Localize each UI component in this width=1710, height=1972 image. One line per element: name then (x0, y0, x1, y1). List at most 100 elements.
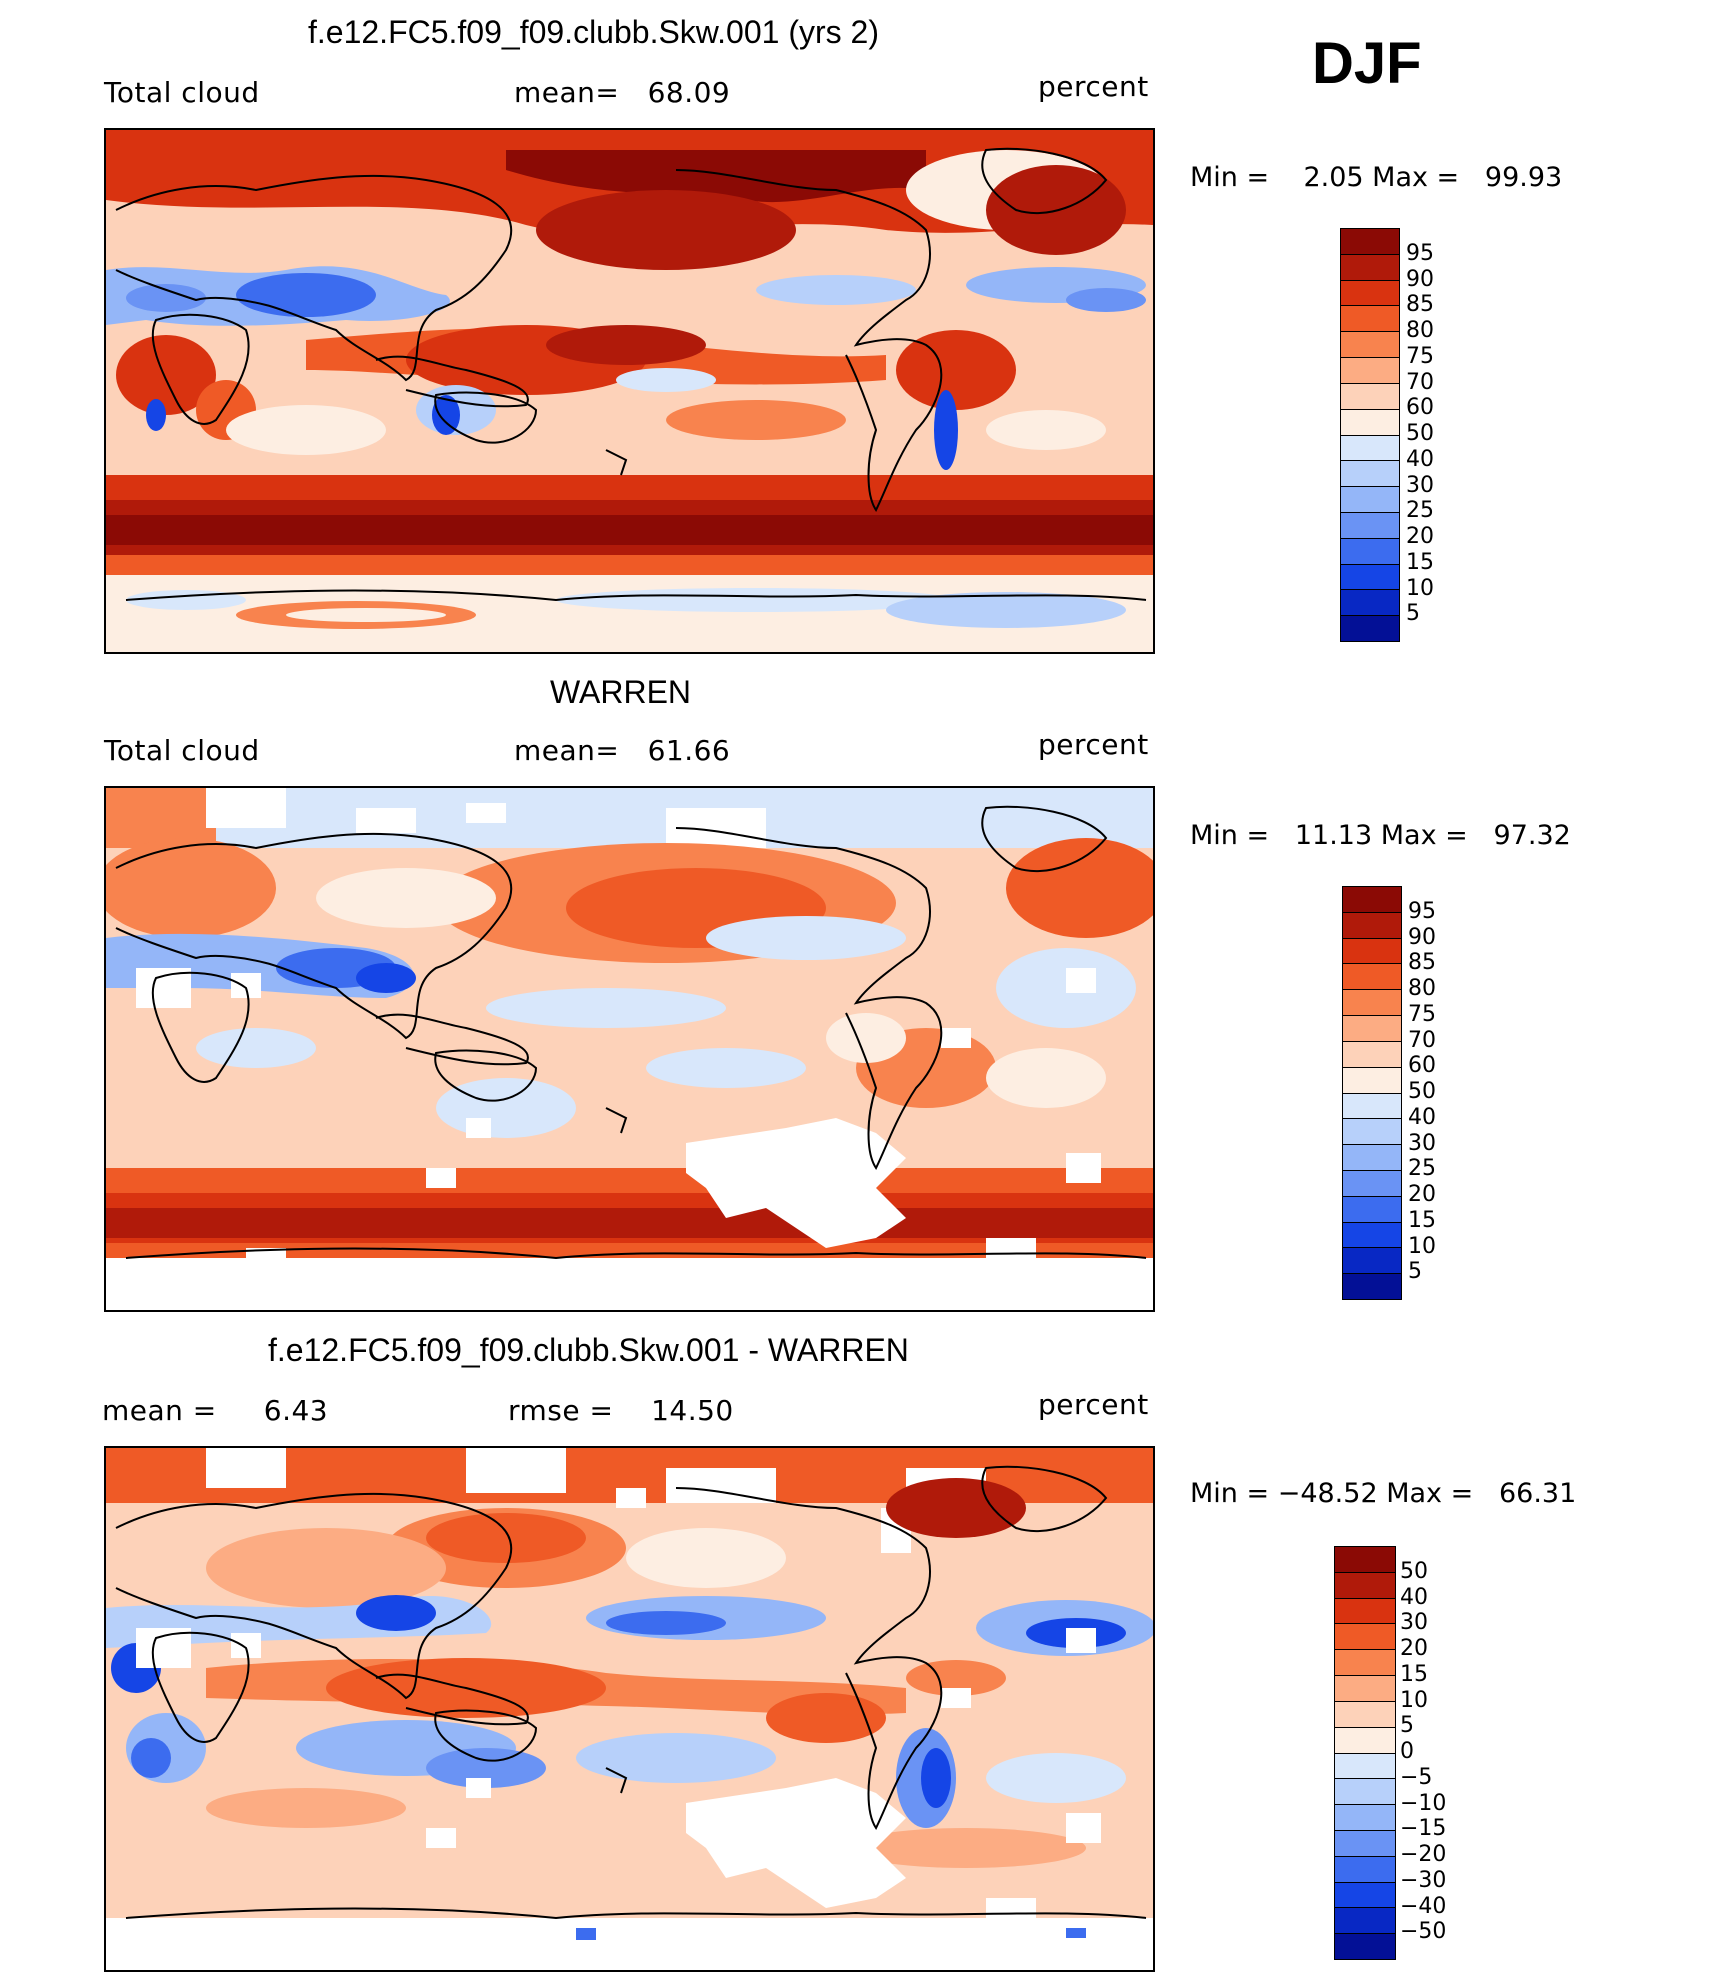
colorbar-tick-label: 25 (1408, 1156, 1436, 1182)
colorbar-swatch (1343, 989, 1401, 1016)
colorbar-tick-label: 80 (1408, 976, 1436, 1001)
colorbar-swatch (1343, 1144, 1401, 1170)
colorbar-tick-label: 30 (1406, 472, 1434, 498)
colorbar-tick-label: 95 (1408, 898, 1436, 924)
panel-1-left-label: Total cloud (104, 76, 260, 109)
colorbar-tick-label: 30 (1408, 1130, 1436, 1156)
colorbar-tick-label: 10 (1408, 1233, 1436, 1259)
colorbar-tick-label: 70 (1406, 369, 1434, 395)
colorbar-swatch (1335, 1933, 1395, 1959)
panel-2-minmax: Min = 11.13 Max = 97.32 (1190, 820, 1571, 851)
colorbar-swatch (1341, 408, 1399, 435)
colorbar-swatch (1341, 589, 1399, 616)
panel-2-colorbar (1342, 886, 1402, 1300)
colorbar-swatch (1341, 229, 1399, 254)
colorbar-swatch (1343, 1118, 1401, 1145)
panel-1-colorbar (1340, 228, 1400, 642)
colorbar-tick-label: 0 (1400, 1739, 1414, 1764)
colorbar-swatch (1335, 1907, 1395, 1934)
colorbar-tick-label: 70 (1408, 1027, 1436, 1053)
panel-2-units-label: percent (1038, 728, 1149, 761)
colorbar-tick-label: 80 (1406, 318, 1434, 343)
colorbar-swatch (1343, 887, 1401, 912)
colorbar-tick-label: 85 (1408, 950, 1436, 976)
panel-2-left-label: Total cloud (104, 734, 260, 767)
colorbar-tick-label: 10 (1400, 1687, 1428, 1713)
colorbar-swatch (1341, 486, 1399, 512)
colorbar-tick-label: 15 (1400, 1661, 1428, 1687)
colorbar-tick-label: 25 (1406, 498, 1434, 524)
colorbar-swatch (1341, 511, 1399, 538)
colorbar-tick-label: 20 (1400, 1636, 1428, 1661)
colorbar-swatch (1335, 1726, 1395, 1753)
colorbar-tick-label: −20 (1400, 1842, 1447, 1867)
colorbar-swatch (1341, 305, 1399, 332)
colorbar-tick-label: −30 (1400, 1867, 1447, 1893)
colorbar-tick-label: 60 (1408, 1053, 1436, 1079)
colorbar-tick-label: 90 (1408, 924, 1436, 950)
colorbar-tick-label: 20 (1406, 524, 1434, 549)
colorbar-swatch (1343, 1195, 1401, 1222)
panel-3-map (104, 1446, 1155, 1972)
colorbar-swatch (1343, 1040, 1401, 1067)
panel-1-center-label: mean= 68.09 (514, 76, 731, 109)
colorbar-tick-label: 40 (1408, 1104, 1436, 1130)
colorbar-swatch (1341, 357, 1399, 383)
colorbar-swatch (1335, 1778, 1395, 1805)
colorbar-tick-label: 15 (1408, 1207, 1436, 1233)
colorbar-swatch (1341, 279, 1399, 306)
panel-3-center-label: rmse = 14.50 (508, 1394, 734, 1427)
colorbar-swatch (1343, 1015, 1401, 1041)
colorbar-swatch (1343, 911, 1401, 938)
panel-2-title: WARREN (550, 674, 692, 710)
colorbar-tick-label: 90 (1406, 266, 1434, 292)
colorbar-swatch (1341, 460, 1399, 487)
colorbar-swatch (1335, 1649, 1395, 1676)
colorbar-tick-label: 50 (1406, 421, 1434, 446)
colorbar-tick-label: 5 (1406, 601, 1420, 627)
colorbar-swatch (1343, 1221, 1401, 1248)
panel-3-left-label: mean = 6.43 (102, 1394, 329, 1427)
colorbar-swatch (1335, 1881, 1395, 1908)
panel-3-minmax: Min = −48.52 Max = 66.31 (1190, 1478, 1577, 1509)
colorbar-swatch (1335, 1547, 1395, 1572)
colorbar-tick-label: −15 (1400, 1816, 1447, 1842)
colorbar-swatch (1335, 1597, 1395, 1624)
colorbar-tick-label: 5 (1400, 1713, 1414, 1739)
colorbar-tick-label: 40 (1400, 1584, 1428, 1610)
colorbar-swatch (1335, 1700, 1395, 1727)
colorbar-swatch (1343, 1247, 1401, 1274)
colorbar-tick-label: 20 (1408, 1182, 1436, 1207)
colorbar-swatch (1335, 1804, 1395, 1830)
colorbar-swatch (1341, 537, 1399, 564)
colorbar-tick-label: 10 (1406, 575, 1434, 601)
colorbar-swatch (1341, 563, 1399, 590)
colorbar-swatch (1341, 615, 1399, 641)
colorbar-tick-label: −50 (1400, 1919, 1447, 1945)
colorbar-tick-label: 85 (1406, 292, 1434, 318)
panel-1-units-label: percent (1038, 70, 1149, 103)
panel-2-map (104, 786, 1155, 1312)
colorbar-tick-label: 75 (1406, 343, 1434, 369)
colorbar-swatch (1335, 1623, 1395, 1650)
colorbar-swatch (1335, 1829, 1395, 1856)
colorbar-swatch (1343, 1092, 1401, 1119)
colorbar-swatch (1335, 1571, 1395, 1598)
colorbar-tick-label: 50 (1400, 1558, 1428, 1584)
colorbar-swatch (1341, 331, 1399, 358)
season-label: DJF (1312, 31, 1422, 96)
colorbar-swatch (1341, 434, 1399, 461)
panel-3-units-label: percent (1038, 1388, 1149, 1421)
colorbar-swatch (1343, 937, 1401, 964)
colorbar-tick-label: 30 (1400, 1610, 1428, 1636)
panel-1-map (104, 128, 1155, 654)
colorbar-swatch (1335, 1855, 1395, 1882)
colorbar-swatch (1343, 1169, 1401, 1196)
panel-2-center-label: mean= 61.66 (514, 734, 731, 767)
colorbar-tick-label: 15 (1406, 549, 1434, 575)
panel-1-title: f.e12.FC5.f09_f09.clubb.Skw.001 (yrs 2) (308, 14, 879, 50)
colorbar-tick-label: 95 (1406, 240, 1434, 266)
colorbar-swatch (1343, 1273, 1401, 1299)
colorbar-tick-label: 5 (1408, 1259, 1422, 1285)
panel-1-minmax: Min = 2.05 Max = 99.93 (1190, 162, 1563, 193)
